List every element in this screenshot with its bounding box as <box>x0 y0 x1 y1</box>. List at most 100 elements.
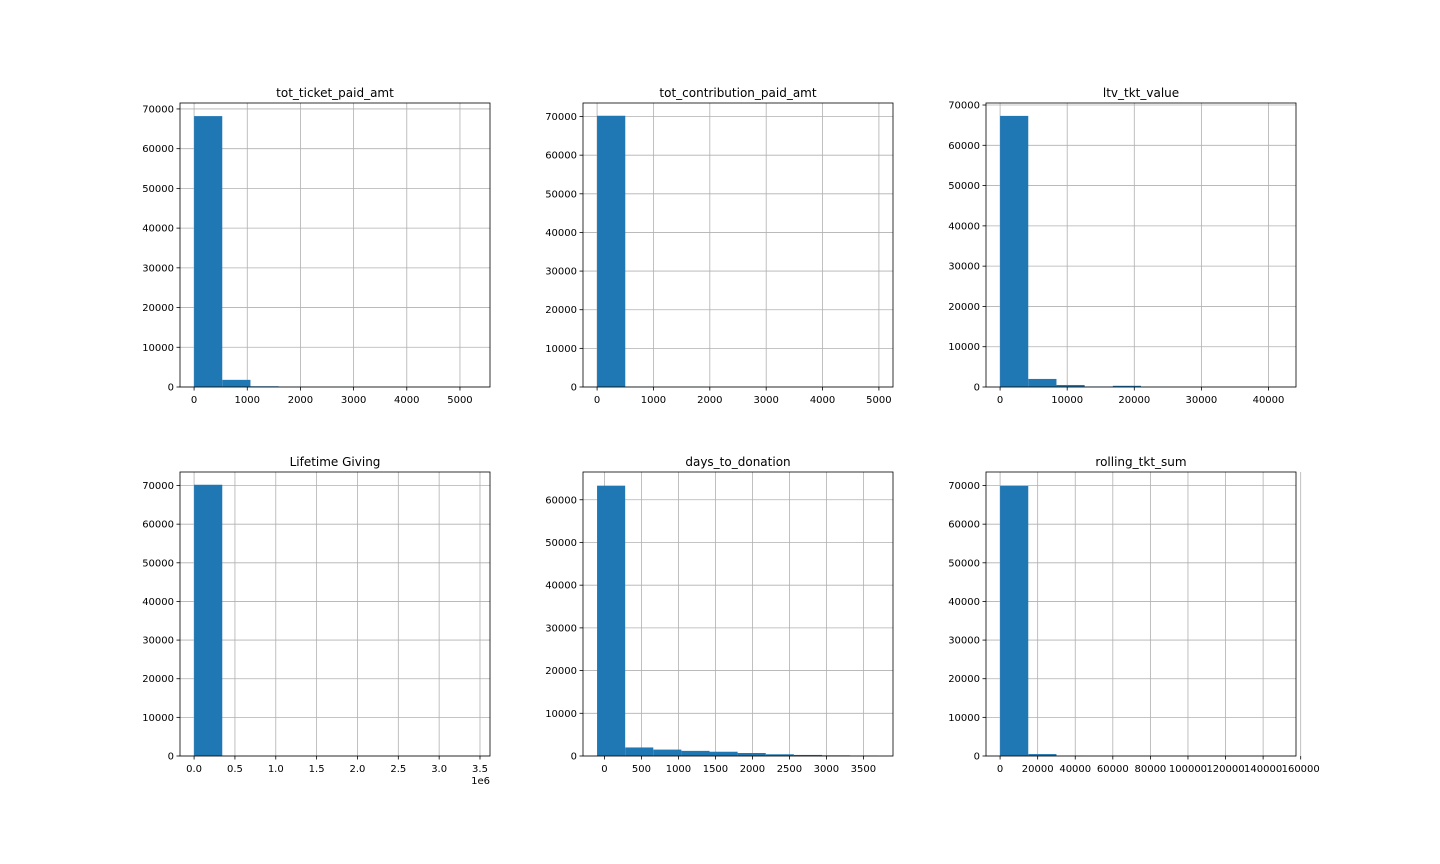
histogram-panel-2: 0 1000 2000 3000 4000 50000100002000030000400… <box>545 86 894 406</box>
histogram-bar <box>222 379 251 387</box>
histogram-bar <box>737 753 766 756</box>
chart-title: days_to_donation <box>685 455 790 469</box>
y-tick-label: 40000 <box>545 581 577 592</box>
x-tick-label: 5000 <box>866 395 891 406</box>
y-tick-label: 10000 <box>948 713 980 724</box>
x-tick-label: 1000 <box>235 395 260 406</box>
y-tick-label: 50000 <box>948 181 980 192</box>
y-tick-label: 50000 <box>142 558 174 569</box>
histogram-bar <box>793 754 822 756</box>
histogram-bar <box>1028 378 1057 387</box>
y-tick-label: 20000 <box>142 674 174 685</box>
y-tick-label: 70000 <box>142 481 174 492</box>
y-tick-label: 70000 <box>948 101 980 112</box>
x-tick-label: 1000 <box>641 395 666 406</box>
histogram-bar <box>1000 115 1029 387</box>
x-tick-label: 0.0 <box>186 764 202 775</box>
x-tick-label: 160000 <box>1282 764 1320 775</box>
x-tick-label: 2000 <box>697 395 722 406</box>
y-tick-label: 0 <box>974 752 980 763</box>
histogram-bar <box>1000 485 1029 756</box>
histogram-bar <box>1028 754 1057 756</box>
y-tick-label: 50000 <box>948 558 980 569</box>
x-tick-label: 0 <box>601 764 607 775</box>
x-tick-label: 0 <box>594 395 600 406</box>
x-tick-label: 30000 <box>1185 395 1217 406</box>
histogram-bar <box>1056 384 1085 387</box>
x-tick-label: 3000 <box>341 395 366 406</box>
y-tick-label: 20000 <box>948 674 980 685</box>
x-tick-label: 10000 <box>1051 395 1083 406</box>
histogram-bar <box>194 116 223 387</box>
y-tick-label: 30000 <box>142 636 174 647</box>
x-tick-label: 0 <box>997 395 1003 406</box>
y-tick-label: 70000 <box>142 104 174 115</box>
y-tick-label: 20000 <box>142 303 174 314</box>
histogram-bar <box>597 485 626 756</box>
x-tick-label: 40000 <box>1059 764 1091 775</box>
y-tick-label: 40000 <box>948 221 980 232</box>
histogram-bar <box>194 484 223 756</box>
y-tick-label: 0 <box>168 752 174 763</box>
histogram-bar <box>681 750 710 756</box>
x-tick-label: 2000 <box>740 764 765 775</box>
histogram-panel-1: 0 1000 2000 3000 4000 50000100002000030000400… <box>142 86 491 406</box>
histogram-bar <box>653 749 682 756</box>
y-tick-label: 10000 <box>142 713 174 724</box>
y-tick-label: 50000 <box>545 538 577 549</box>
y-tick-label: 50000 <box>545 189 577 200</box>
y-tick-label: 0 <box>571 752 577 763</box>
y-tick-label: 30000 <box>948 262 980 273</box>
y-tick-label: 20000 <box>948 302 980 313</box>
y-tick-label: 40000 <box>142 597 174 608</box>
x-tick-label: 3500 <box>851 764 876 775</box>
x-tick-label: 5000 <box>447 395 472 406</box>
y-tick-label: 0 <box>168 383 174 394</box>
chart-title: tot_contribution_paid_amt <box>659 86 816 100</box>
y-tick-label: 40000 <box>142 224 174 235</box>
chart-title: Lifetime Giving <box>290 455 381 469</box>
histogram-panel-4: 0.0 0.5 1.0 1.5 2.0 2.5 3.0 3.5 0 10000 20000 30000… <box>142 455 491 787</box>
axes-frame <box>179 471 491 757</box>
y-tick-label: 70000 <box>948 481 980 492</box>
histogram-panel-3: 0 10000 20000 30000 40000 0 10000 20000 30000 400… <box>948 86 1297 406</box>
x-tick-label: 2.0 <box>350 764 366 775</box>
y-tick-label: 60000 <box>142 144 174 155</box>
y-tick-label: 60000 <box>948 520 980 531</box>
y-tick-label: 10000 <box>545 709 577 720</box>
x-tick-label: 500 <box>632 764 651 775</box>
y-tick-label: 30000 <box>545 623 577 634</box>
axes-frame <box>985 102 1297 388</box>
y-tick-label: 10000 <box>948 342 980 353</box>
y-tick-label: 30000 <box>948 636 980 647</box>
y-tick-label: 0 <box>571 383 577 394</box>
chart-title: rolling_tkt_sum <box>1095 455 1186 469</box>
x-tick-label: 80000 <box>1134 764 1166 775</box>
x-tick-label: 2.5 <box>390 764 406 775</box>
chart-title: ltv_tkt_value <box>1103 86 1179 100</box>
x-tick-label: 1.0 <box>268 764 284 775</box>
x-tick-label: 1500 <box>703 764 728 775</box>
x-tick-label: 140000 <box>1244 764 1282 775</box>
x-tick-label: 20000 <box>1118 395 1150 406</box>
chart-title: tot_ticket_paid_amt <box>276 86 394 100</box>
y-tick-label: 60000 <box>142 520 174 531</box>
y-tick-label: 0 <box>974 383 980 394</box>
histogram-bar <box>597 115 626 387</box>
histogram-bar <box>765 754 794 756</box>
histogram-panel-5: 0 500 1000 1500 2000 2500 3000 3500 0 10000 20000 3… <box>545 455 894 775</box>
axes-frame <box>582 471 894 757</box>
x-tick-label: 0.5 <box>227 764 243 775</box>
x-tick-label: 3000 <box>814 764 839 775</box>
x-tick-label: 3.5 <box>472 764 488 775</box>
histogram-bar <box>625 747 654 756</box>
y-tick-label: 40000 <box>948 597 980 608</box>
y-tick-label: 30000 <box>545 267 577 278</box>
y-tick-label: 30000 <box>142 263 174 274</box>
x-tick-label: 3000 <box>753 395 778 406</box>
axes-frame <box>179 102 491 388</box>
x-tick-label: 4000 <box>394 395 419 406</box>
x-tick-label: 1000 <box>666 764 691 775</box>
x-tick-label: 60000 <box>1097 764 1129 775</box>
